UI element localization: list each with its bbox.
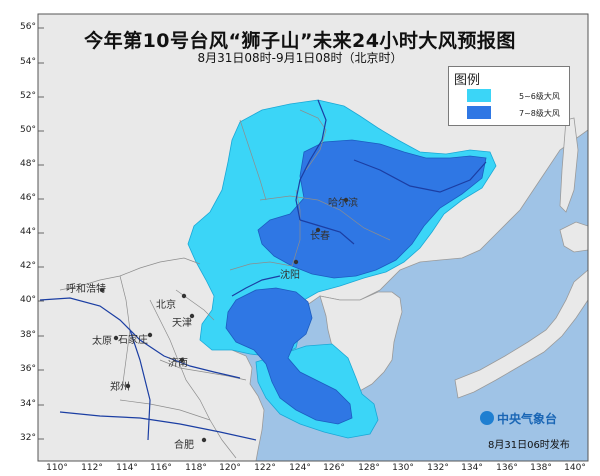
map-subtitle: 8月31日08时-9月1日08时（北京时）: [197, 51, 403, 65]
lon-label: 118°: [185, 463, 207, 473]
city-label: 哈尔滨: [328, 198, 358, 209]
province-borders: [59, 109, 391, 459]
city-label: 郑州: [110, 382, 130, 393]
lon-label: 114°: [116, 463, 138, 473]
legend-swatch-7-8: [467, 106, 491, 119]
legend: 图例 5~6级大风 7~8级大风: [448, 66, 570, 126]
lon-label: 126°: [323, 463, 345, 473]
land-japan: [454, 269, 588, 399]
lon-label: 138°: [530, 463, 552, 473]
lat-label: 42°: [20, 261, 36, 271]
lat-label: 40°: [20, 295, 36, 305]
lon-label: 130°: [392, 463, 414, 473]
lon-label: 136°: [496, 463, 518, 473]
city-label: 沈阳: [280, 270, 300, 281]
cma-logo-icon: [480, 411, 494, 425]
city-label: 北京: [156, 300, 176, 311]
lat-label: 48°: [20, 159, 36, 169]
graticule-ticks: [38, 27, 44, 440]
legend-swatch-5-6: [467, 89, 491, 102]
land-sakhalin: [559, 117, 579, 213]
lat-label: 52°: [20, 91, 36, 101]
lat-label: 50°: [20, 125, 36, 135]
city-label: 长春: [310, 231, 330, 242]
lon-label: 132°: [427, 463, 449, 473]
city-label: 合肥: [174, 440, 194, 451]
lon-label: 140°: [564, 463, 586, 473]
lon-label: 112°: [81, 463, 103, 473]
lon-label: 110°: [46, 463, 68, 473]
city-markers: [99, 197, 349, 443]
publisher-name: 中央气象台: [497, 412, 558, 426]
lon-label: 122°: [254, 463, 276, 473]
map-title: 今年第10号台风“狮子山”未来24小时大风预报图: [84, 30, 516, 52]
city-label: 太原: [92, 336, 112, 347]
lon-label: 128°: [358, 463, 380, 473]
lat-label: 46°: [20, 193, 36, 203]
lat-label: 54°: [20, 57, 36, 67]
lon-label: 124°: [289, 463, 311, 473]
city-label: 天津: [172, 318, 192, 329]
release-time: 8月31日06时发布: [488, 440, 570, 451]
city-label: 济南: [168, 358, 188, 369]
legend-label-5-6: 5~6级大风: [519, 92, 560, 101]
city-label: 石家庄: [118, 335, 148, 346]
wind-zone-7-8-south: [225, 287, 353, 425]
legend-label-7-8: 7~8级大风: [519, 109, 560, 118]
legend-title: 图例: [454, 73, 481, 88]
land-hokkaido: [559, 221, 588, 253]
lon-label: 134°: [461, 463, 483, 473]
map-border: [37, 13, 589, 462]
lat-label: 38°: [20, 330, 36, 340]
lon-label: 120°: [219, 463, 241, 473]
lat-label: 32°: [20, 433, 36, 443]
wind-zone-7-8: [257, 139, 487, 279]
city-label: 呼和浩特: [66, 284, 106, 295]
lat-label: 36°: [20, 364, 36, 374]
lat-label: 56°: [20, 22, 36, 32]
lat-label: 34°: [20, 399, 36, 409]
lat-label: 44°: [20, 227, 36, 237]
lon-label: 116°: [150, 463, 172, 473]
publisher-logo: 中央气象台: [480, 410, 557, 427]
rivers: [39, 99, 487, 441]
